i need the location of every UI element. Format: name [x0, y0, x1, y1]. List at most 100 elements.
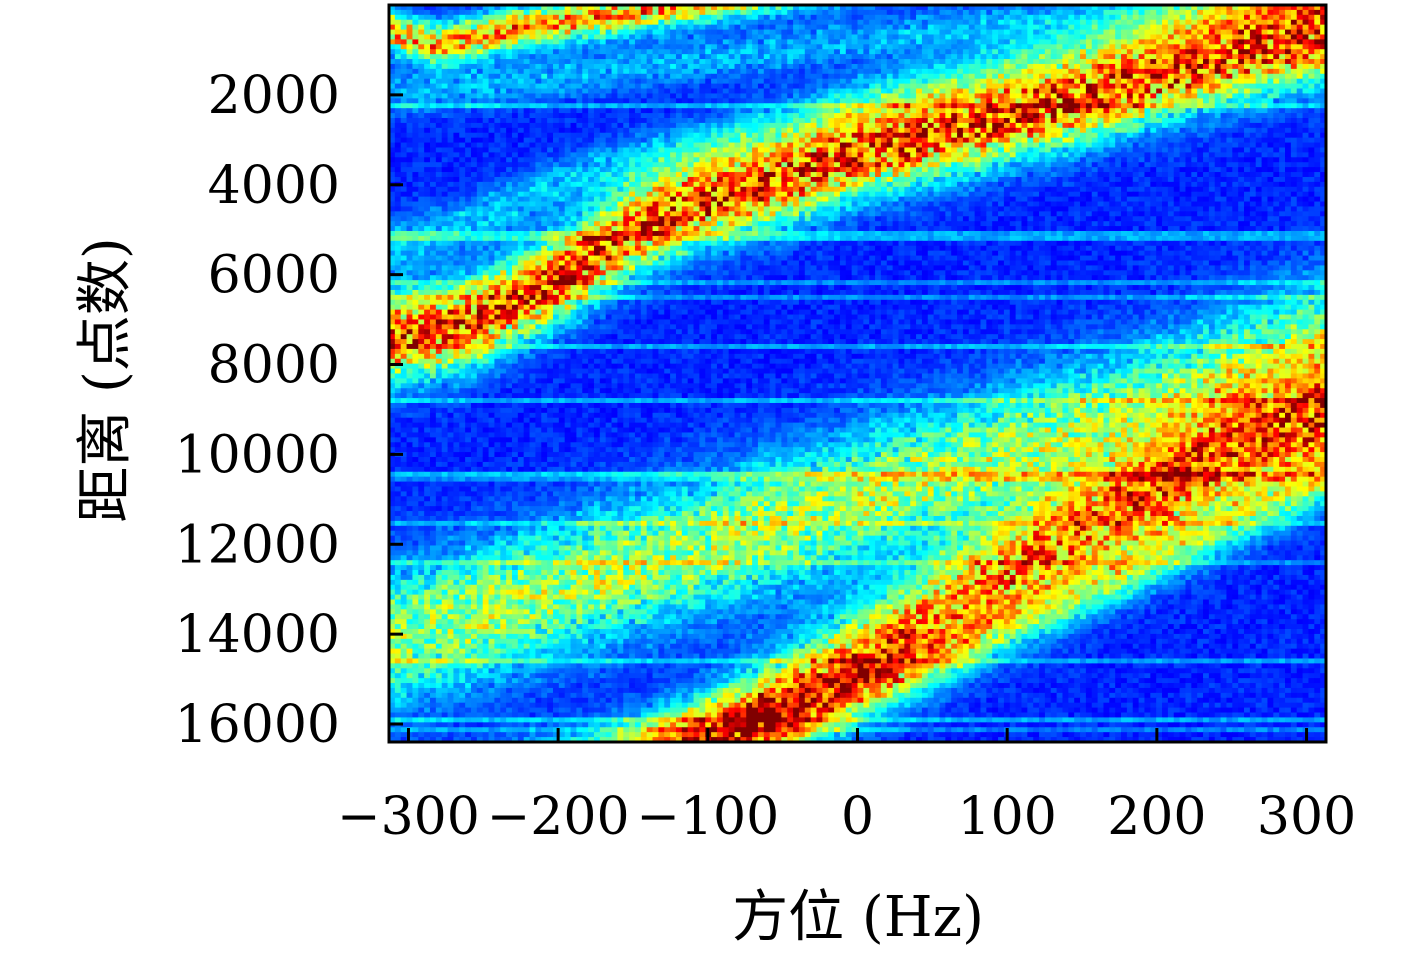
- heatmap-cell: [565, 25, 571, 31]
- heatmap-cell: [494, 64, 500, 70]
- heatmap-cell: [1121, 59, 1127, 65]
- heatmap-cell: [565, 44, 571, 50]
- heatmap-cell: [1162, 54, 1168, 60]
- heatmap-cell: [1033, 54, 1039, 60]
- heatmap-cell: [1045, 20, 1051, 26]
- heatmap-cell: [1238, 49, 1244, 55]
- heatmap-cell: [541, 39, 547, 45]
- heatmap-cell: [828, 15, 834, 21]
- heatmap-cell: [559, 39, 565, 45]
- heatmap-cell: [740, 39, 746, 45]
- heatmap-cell: [922, 34, 928, 40]
- heatmap-cell: [1115, 15, 1121, 21]
- heatmap-cell: [401, 39, 407, 45]
- heatmap-cell: [735, 20, 741, 26]
- heatmap-cell: [846, 49, 852, 55]
- heatmap-cell: [811, 34, 817, 40]
- heatmap-cell: [969, 49, 975, 55]
- heatmap-cell: [465, 64, 471, 70]
- heatmap-cell: [541, 25, 547, 31]
- heatmap-cell: [1215, 44, 1221, 50]
- heatmap-cell: [465, 49, 471, 55]
- heatmap-cell: [1226, 49, 1232, 55]
- heatmap-cell: [1185, 49, 1191, 55]
- heatmap-cell: [1262, 34, 1268, 40]
- heatmap-cell: [1308, 39, 1314, 45]
- heatmap-cell: [535, 54, 541, 60]
- heatmap-cell: [1039, 34, 1045, 40]
- heatmap-cell: [471, 54, 477, 60]
- heatmap-cell: [916, 59, 922, 65]
- heatmap-cell: [459, 15, 465, 21]
- heatmap-cell: [1209, 39, 1215, 45]
- heatmap-cell: [805, 54, 811, 60]
- heatmap-cell: [869, 49, 875, 55]
- heatmap-cell: [430, 10, 436, 16]
- heatmap-cell: [1080, 34, 1086, 40]
- heatmap-cell: [1238, 25, 1244, 31]
- heatmap-cell: [863, 54, 869, 60]
- heatmap-cell: [453, 49, 459, 55]
- heatmap-cell: [1285, 30, 1291, 36]
- heatmap-cell: [465, 25, 471, 31]
- heatmap-cell: [963, 10, 969, 16]
- heatmap-cell: [1074, 15, 1080, 21]
- heatmap-cell: [647, 39, 653, 45]
- heatmap-cell: [395, 54, 401, 60]
- heatmap-cell: [553, 34, 559, 40]
- heatmap-cell: [1221, 59, 1227, 65]
- heatmap-cell: [863, 10, 869, 16]
- heatmap-cell: [980, 44, 986, 50]
- heatmap-cell: [770, 10, 776, 16]
- heatmap-cell: [442, 39, 448, 45]
- heatmap-cell: [1308, 59, 1314, 65]
- heatmap-cell: [1098, 54, 1104, 60]
- heatmap-cell: [1068, 49, 1074, 55]
- heatmap-cell: [776, 44, 782, 50]
- heatmap-cell: [1174, 15, 1180, 21]
- heatmap-cell: [1139, 25, 1145, 31]
- heatmap-cell: [1062, 49, 1068, 55]
- heatmap-cell: [1068, 39, 1074, 45]
- heatmap-cell: [1027, 59, 1033, 65]
- heatmap-cell: [418, 25, 424, 31]
- heatmap-cell: [781, 15, 787, 21]
- heatmap-cell: [1156, 59, 1162, 65]
- heatmap-cell: [980, 59, 986, 65]
- heatmap-cell: [963, 15, 969, 21]
- heatmap-cell: [1168, 34, 1174, 40]
- heatmap-cell: [1062, 39, 1068, 45]
- heatmap-cell: [1221, 54, 1227, 60]
- heatmap-cell: [483, 10, 489, 16]
- heatmap-cell: [653, 30, 659, 36]
- heatmap-cell: [723, 20, 729, 26]
- heatmap-cell: [688, 30, 694, 36]
- heatmap-cell: [506, 64, 512, 70]
- heatmap-cell: [407, 20, 413, 26]
- heatmap-cell: [407, 54, 413, 60]
- heatmap-cell: [448, 30, 454, 36]
- heatmap-cell: [1262, 49, 1268, 55]
- heatmap-cell: [752, 15, 758, 21]
- heatmap-cell: [1273, 44, 1279, 50]
- heatmap-cell: [975, 15, 981, 21]
- heatmap-cell: [412, 30, 418, 36]
- heatmap-cell: [1250, 34, 1256, 40]
- heatmap-cell: [588, 64, 594, 70]
- heatmap-cell: [1250, 25, 1256, 31]
- heatmap-cell: [1156, 54, 1162, 60]
- heatmap-cell: [553, 49, 559, 55]
- heatmap-cell: [764, 15, 770, 21]
- heatmap-cell: [1221, 15, 1227, 21]
- heatmap-cell: [635, 25, 641, 31]
- heatmap-cell: [834, 25, 840, 31]
- heatmap-cell: [524, 25, 530, 31]
- heatmap-cell: [1016, 44, 1022, 50]
- heatmap-cell: [518, 15, 524, 21]
- heatmap-cell: [459, 44, 465, 50]
- heatmap-cell: [1103, 15, 1109, 21]
- heatmap-cell: [1074, 20, 1080, 26]
- heatmap-cell: [1121, 15, 1127, 21]
- heatmap-cell: [969, 20, 975, 26]
- heatmap-cell: [945, 10, 951, 16]
